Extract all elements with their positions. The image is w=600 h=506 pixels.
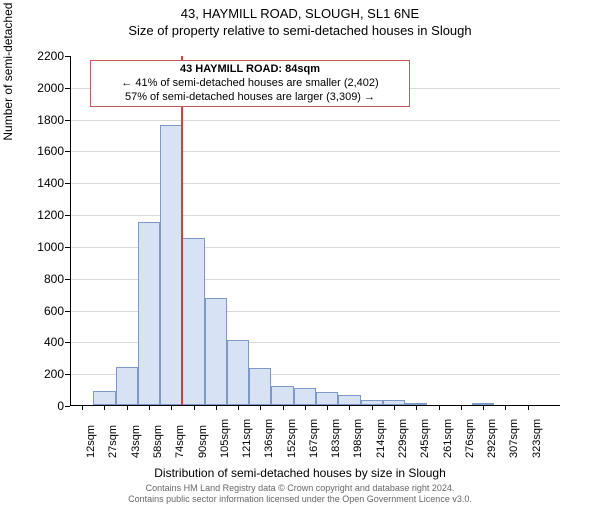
histogram-bar	[249, 368, 271, 405]
annotation-line-2: ← 41% of semi-detached houses are smalle…	[97, 77, 403, 91]
y-tick-mark	[65, 311, 70, 312]
histogram-bar	[271, 386, 293, 405]
x-tick-mark	[82, 405, 83, 410]
y-tick-label: 1200	[14, 208, 64, 222]
x-tick-mark	[171, 405, 172, 410]
histogram-bar	[205, 298, 227, 405]
y-tick-mark	[65, 56, 70, 57]
gridline	[71, 151, 560, 152]
x-tick-mark	[483, 405, 484, 410]
x-tick-mark	[439, 405, 440, 410]
y-tick-label: 0	[14, 399, 64, 413]
x-tick-mark	[327, 405, 328, 410]
histogram-bar	[160, 125, 182, 405]
x-tick-mark	[283, 405, 284, 410]
y-axis-label: Number of semi-detached properties	[1, 0, 15, 141]
x-tick-mark	[528, 405, 529, 410]
y-tick-label: 1800	[14, 113, 64, 127]
annotation-box: 43 HAYMILL ROAD: 84sqm← 41% of semi-deta…	[90, 60, 410, 107]
y-tick-mark	[65, 183, 70, 184]
y-tick-mark	[65, 342, 70, 343]
y-tick-mark	[65, 247, 70, 248]
footer-line-2: Contains public sector information licen…	[0, 494, 600, 504]
x-tick-mark	[104, 405, 105, 410]
gridline	[71, 183, 560, 184]
x-tick-mark	[349, 405, 350, 410]
y-tick-mark	[65, 406, 70, 407]
y-tick-mark	[65, 215, 70, 216]
histogram-bar	[227, 340, 249, 405]
chart-subtitle: Size of property relative to semi-detach…	[0, 23, 600, 38]
histogram-bar	[182, 238, 204, 405]
histogram-bar	[93, 391, 115, 405]
histogram-bar	[338, 395, 360, 405]
y-tick-label: 800	[14, 272, 64, 286]
x-tick-mark	[394, 405, 395, 410]
x-tick-mark	[372, 405, 373, 410]
annotation-line-3: 57% of semi-detached houses are larger (…	[97, 91, 403, 105]
x-tick-mark	[127, 405, 128, 410]
y-tick-label: 2000	[14, 81, 64, 95]
y-tick-mark	[65, 120, 70, 121]
y-tick-label: 1600	[14, 144, 64, 158]
x-tick-mark	[149, 405, 150, 410]
x-axis-label: Distribution of semi-detached houses by …	[0, 466, 600, 480]
y-tick-mark	[65, 151, 70, 152]
histogram-bar	[294, 388, 316, 406]
footer-line-1: Contains HM Land Registry data © Crown c…	[0, 483, 600, 493]
x-tick-mark	[461, 405, 462, 410]
y-tick-label: 600	[14, 304, 64, 318]
y-tick-label: 2200	[14, 49, 64, 63]
chart-title: 43, HAYMILL ROAD, SLOUGH, SL1 6NE	[0, 6, 600, 21]
y-tick-mark	[65, 279, 70, 280]
y-tick-label: 400	[14, 335, 64, 349]
histogram-bar	[116, 367, 138, 405]
gridline	[71, 120, 560, 121]
plot-area	[70, 56, 560, 406]
x-tick-mark	[216, 405, 217, 410]
y-tick-mark	[65, 374, 70, 375]
x-tick-mark	[238, 405, 239, 410]
footer-attribution: Contains HM Land Registry data © Crown c…	[0, 483, 600, 504]
y-tick-label: 200	[14, 367, 64, 381]
x-tick-mark	[194, 405, 195, 410]
y-tick-mark	[65, 88, 70, 89]
x-tick-mark	[305, 405, 306, 410]
annotation-line-1: 43 HAYMILL ROAD: 84sqm	[97, 63, 403, 77]
y-tick-label: 1000	[14, 240, 64, 254]
histogram-bar	[316, 392, 338, 405]
property-marker-line	[181, 56, 183, 405]
x-tick-mark	[416, 405, 417, 410]
x-tick-mark	[505, 405, 506, 410]
y-tick-label: 1400	[14, 176, 64, 190]
x-tick-mark	[260, 405, 261, 410]
histogram-bar	[138, 222, 160, 405]
gridline	[71, 215, 560, 216]
